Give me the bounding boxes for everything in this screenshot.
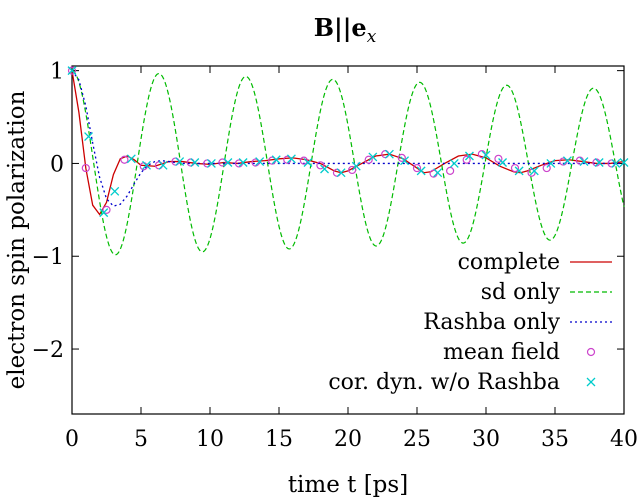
data-point-mean-field	[542, 163, 551, 173]
data-point-cor-dyn-w-o-rashba	[255, 157, 265, 167]
data-point-cor-dyn-w-o-rashba	[286, 154, 296, 164]
x-tick-label: 10	[196, 427, 224, 452]
data-point-cor-dyn-w-o-rashba	[384, 149, 394, 159]
x-tick-label: 5	[134, 427, 148, 452]
legend-label-sd-only: sd only	[481, 280, 561, 305]
data-point-mean-field	[67, 66, 77, 75]
data-point-cor-dyn-w-o-rashba	[110, 186, 120, 196]
series-group	[67, 66, 629, 256]
data-point-mean-field	[510, 163, 520, 173]
x-tick-label: 30	[472, 427, 500, 452]
data-point-cor-dyn-w-o-rashba	[619, 158, 629, 167]
data-point-cor-dyn-w-o-rashba	[190, 158, 200, 167]
data-point-cor-dyn-w-o-rashba	[84, 132, 94, 141]
series-line-rashba-only	[71, 70, 624, 207]
y-tick-label: 0	[50, 152, 64, 177]
chart-title-main: B||e	[314, 13, 367, 42]
data-point-mean-field	[316, 161, 325, 170]
series-line-complete	[71, 70, 625, 216]
x-tick-label: 25	[403, 427, 431, 452]
data-point-cor-dyn-w-o-rashba	[238, 158, 248, 167]
y-axis-label: electron spin polarization	[4, 90, 30, 389]
legend-swatch-cor-dyn-w-o-rashba	[586, 377, 596, 387]
data-point-cor-dyn-w-o-rashba	[546, 158, 556, 168]
data-point-mean-field	[102, 205, 111, 214]
data-point-mean-field	[120, 155, 129, 164]
data-point-cor-dyn-w-o-rashba	[433, 168, 443, 178]
data-point-mean-field	[348, 165, 357, 175]
data-point-cor-dyn-w-o-rashba	[579, 157, 589, 167]
data-point-cor-dyn-w-o-rashba	[351, 161, 361, 171]
data-point-mean-field	[218, 158, 227, 167]
data-point-cor-dyn-w-o-rashba	[175, 157, 185, 167]
data-point-cor-dyn-w-o-rashba	[142, 160, 151, 170]
data-point-cor-dyn-w-o-rashba	[464, 151, 474, 161]
data-point-mean-field	[412, 163, 422, 173]
data-point-cor-dyn-w-o-rashba	[99, 208, 109, 218]
axis-ticks	[71, 66, 625, 414]
data-point-cor-dyn-w-o-rashba	[223, 158, 233, 167]
y-tick-label: −2	[32, 338, 64, 363]
data-point-cor-dyn-w-o-rashba	[529, 166, 539, 176]
data-point-cor-dyn-w-o-rashba	[611, 158, 621, 168]
data-point-cor-dyn-w-o-rashba	[158, 160, 168, 170]
data-point-cor-dyn-w-o-rashba	[481, 150, 491, 160]
data-point-cor-dyn-w-o-rashba	[514, 166, 524, 176]
data-point-cor-dyn-w-o-rashba	[271, 155, 281, 165]
chart-title-subscript: x	[367, 27, 377, 47]
legend-label-cor-dyn-w-o-rashba: cor. dyn. w/o Rashba	[328, 370, 560, 395]
data-point-mean-field	[446, 166, 455, 175]
x-axis-label: time t [ps]	[288, 472, 408, 498]
data-point-mean-field	[364, 155, 373, 164]
y-tick-label: 1	[50, 60, 64, 85]
x-tick-label: 15	[265, 427, 293, 452]
series-line-sd-only	[71, 70, 625, 256]
x-tick-label: 0	[65, 427, 79, 452]
data-point-mean-field	[462, 155, 471, 164]
chart-title: B||ex	[314, 13, 377, 47]
data-point-cor-dyn-w-o-rashba	[498, 158, 508, 167]
legend-swatch-mean-field	[586, 347, 596, 357]
legend-label-complete: complete	[458, 250, 560, 275]
x-tick-label: 40	[610, 427, 638, 452]
data-point-cor-dyn-w-o-rashba	[206, 158, 216, 168]
data-point-cor-dyn-w-o-rashba	[126, 154, 136, 164]
x-tick-label: 20	[334, 427, 362, 452]
data-point-cor-dyn-w-o-rashba	[368, 152, 378, 162]
data-point-cor-dyn-w-o-rashba	[449, 158, 459, 168]
data-point-mean-field	[397, 153, 406, 162]
data-point-cor-dyn-w-o-rashba	[67, 66, 77, 76]
data-point-mean-field	[299, 156, 308, 165]
data-point-cor-dyn-w-o-rashba	[303, 158, 313, 167]
legend-label-mean-field: mean field	[443, 340, 560, 365]
data-point-cor-dyn-w-o-rashba	[562, 156, 572, 166]
data-point-cor-dyn-w-o-rashba	[320, 164, 329, 174]
x-tick-label: 35	[541, 427, 569, 452]
data-point-cor-dyn-w-o-rashba	[336, 168, 346, 178]
data-point-cor-dyn-w-o-rashba	[594, 158, 604, 167]
data-point-mean-field	[494, 154, 503, 163]
data-point-mean-field	[81, 163, 90, 173]
data-point-cor-dyn-w-o-rashba	[416, 166, 426, 176]
legend: complete sd only Rashba only mean field cor.…	[328, 250, 612, 395]
legend-label-rashba-only: Rashba only	[423, 310, 560, 335]
data-point-cor-dyn-w-o-rashba	[400, 156, 410, 166]
data-point-mean-field	[527, 168, 536, 177]
y-tick-label: −1	[32, 245, 64, 270]
